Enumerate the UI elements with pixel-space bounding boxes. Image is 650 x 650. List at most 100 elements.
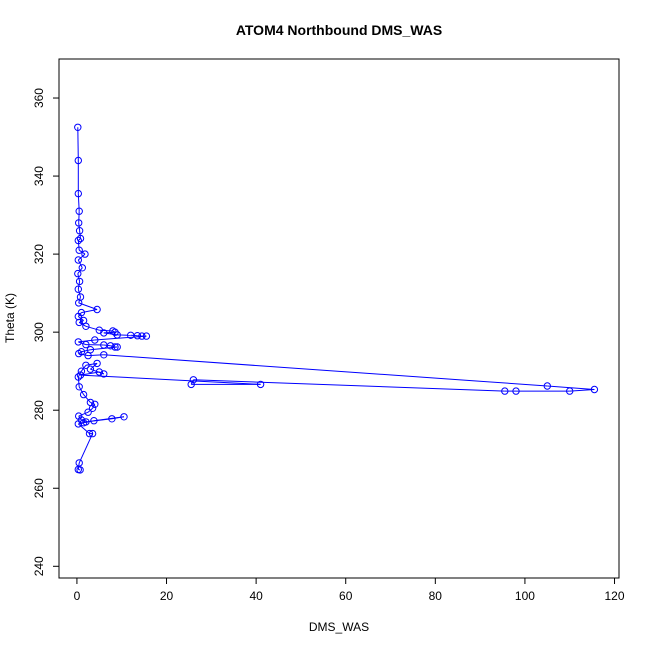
data-point bbox=[187, 380, 195, 389]
data-point bbox=[108, 415, 116, 423]
series-segment bbox=[88, 354, 104, 357]
data-point bbox=[74, 256, 83, 264]
series-segment bbox=[83, 394, 91, 403]
series-segment bbox=[78, 386, 85, 395]
data-point bbox=[75, 246, 83, 254]
data-point bbox=[74, 269, 82, 278]
data-point bbox=[501, 387, 509, 395]
data-point bbox=[133, 332, 142, 340]
x-axis: 0 20 40 60 80 100 120 bbox=[74, 577, 625, 603]
series-segment bbox=[81, 419, 87, 423]
series-segment bbox=[81, 364, 87, 372]
data-point bbox=[113, 331, 121, 339]
data-point bbox=[82, 322, 90, 330]
series-segment bbox=[78, 415, 82, 421]
data-point bbox=[142, 332, 151, 340]
plot-frame bbox=[58, 58, 620, 579]
data-point bbox=[189, 376, 198, 384]
data-point bbox=[88, 429, 97, 438]
series-segment bbox=[78, 222, 81, 231]
data-point bbox=[138, 332, 146, 340]
data-point bbox=[75, 207, 83, 215]
data-point bbox=[78, 264, 87, 272]
data-point bbox=[100, 351, 108, 359]
series-segment bbox=[79, 320, 84, 323]
series-segment bbox=[103, 332, 118, 336]
series-segment bbox=[77, 376, 80, 387]
data-point bbox=[100, 329, 108, 337]
series-points bbox=[74, 123, 599, 474]
series-segment bbox=[92, 404, 96, 409]
data-point bbox=[590, 385, 599, 394]
data-point bbox=[79, 419, 88, 427]
x-tick-label: 40 bbox=[249, 589, 263, 603]
series-segment bbox=[77, 259, 83, 269]
series-lines bbox=[77, 127, 595, 471]
data-point bbox=[95, 368, 104, 376]
data-point bbox=[93, 305, 101, 314]
y-tick-label: 260 bbox=[32, 478, 46, 498]
series-segment bbox=[193, 379, 505, 392]
x-axis-label: DMS_WAS bbox=[309, 620, 369, 634]
data-point bbox=[75, 383, 83, 391]
data-point bbox=[82, 340, 90, 349]
series-segment bbox=[81, 349, 91, 353]
y-tick-label: 240 bbox=[32, 556, 46, 576]
data-point bbox=[75, 299, 83, 307]
data-point bbox=[74, 156, 83, 165]
data-point bbox=[90, 417, 98, 425]
series-segment bbox=[77, 312, 82, 317]
data-point bbox=[74, 189, 83, 198]
x-tick-label: 20 bbox=[160, 589, 174, 603]
data-point bbox=[120, 413, 128, 421]
y-tick-label: 320 bbox=[32, 244, 46, 264]
y-tick-label: 280 bbox=[32, 400, 46, 420]
y-tick-label: 340 bbox=[32, 166, 46, 186]
x-tick-label: 0 bbox=[74, 589, 81, 603]
data-point bbox=[75, 227, 84, 235]
series-segment bbox=[80, 374, 261, 385]
data-point bbox=[74, 373, 83, 381]
data-point bbox=[566, 387, 574, 395]
series-segment bbox=[90, 401, 95, 405]
data-point bbox=[84, 408, 92, 416]
data-point bbox=[74, 285, 83, 293]
data-point bbox=[82, 361, 90, 369]
data-point bbox=[113, 343, 121, 351]
data-point bbox=[76, 371, 85, 379]
chart-title: ATOM4 Northbound DMS_WAS bbox=[236, 22, 442, 38]
data-point bbox=[74, 123, 82, 132]
data-point bbox=[111, 343, 119, 351]
series-segment bbox=[78, 341, 87, 346]
series-segment bbox=[77, 423, 90, 434]
data-point bbox=[91, 336, 99, 344]
y-axis-label: Theta (K) bbox=[3, 293, 17, 343]
series-segment bbox=[78, 211, 80, 223]
data-point bbox=[256, 380, 265, 389]
series-segment bbox=[77, 240, 80, 251]
series-segment bbox=[77, 273, 81, 282]
data-point bbox=[85, 429, 94, 438]
data-point bbox=[74, 338, 83, 346]
x-tick-label: 80 bbox=[429, 589, 443, 603]
y-tick-label: 300 bbox=[32, 322, 46, 342]
data-point bbox=[75, 318, 83, 327]
data-point bbox=[75, 349, 83, 358]
series-segment bbox=[77, 238, 81, 241]
data-point bbox=[75, 219, 83, 227]
data-point bbox=[81, 250, 89, 258]
data-point bbox=[77, 367, 86, 375]
series-segment bbox=[77, 253, 86, 261]
data-point bbox=[74, 420, 83, 428]
data-point bbox=[91, 400, 99, 408]
series-segment bbox=[569, 389, 595, 392]
series-segment bbox=[77, 289, 81, 298]
series-segment bbox=[90, 363, 98, 370]
series-segment bbox=[85, 362, 98, 366]
series-segment bbox=[77, 127, 79, 161]
x-tick-label: 60 bbox=[339, 589, 353, 603]
series-segment bbox=[81, 309, 98, 314]
y-tick-label: 360 bbox=[32, 88, 46, 108]
data-point bbox=[79, 390, 88, 399]
